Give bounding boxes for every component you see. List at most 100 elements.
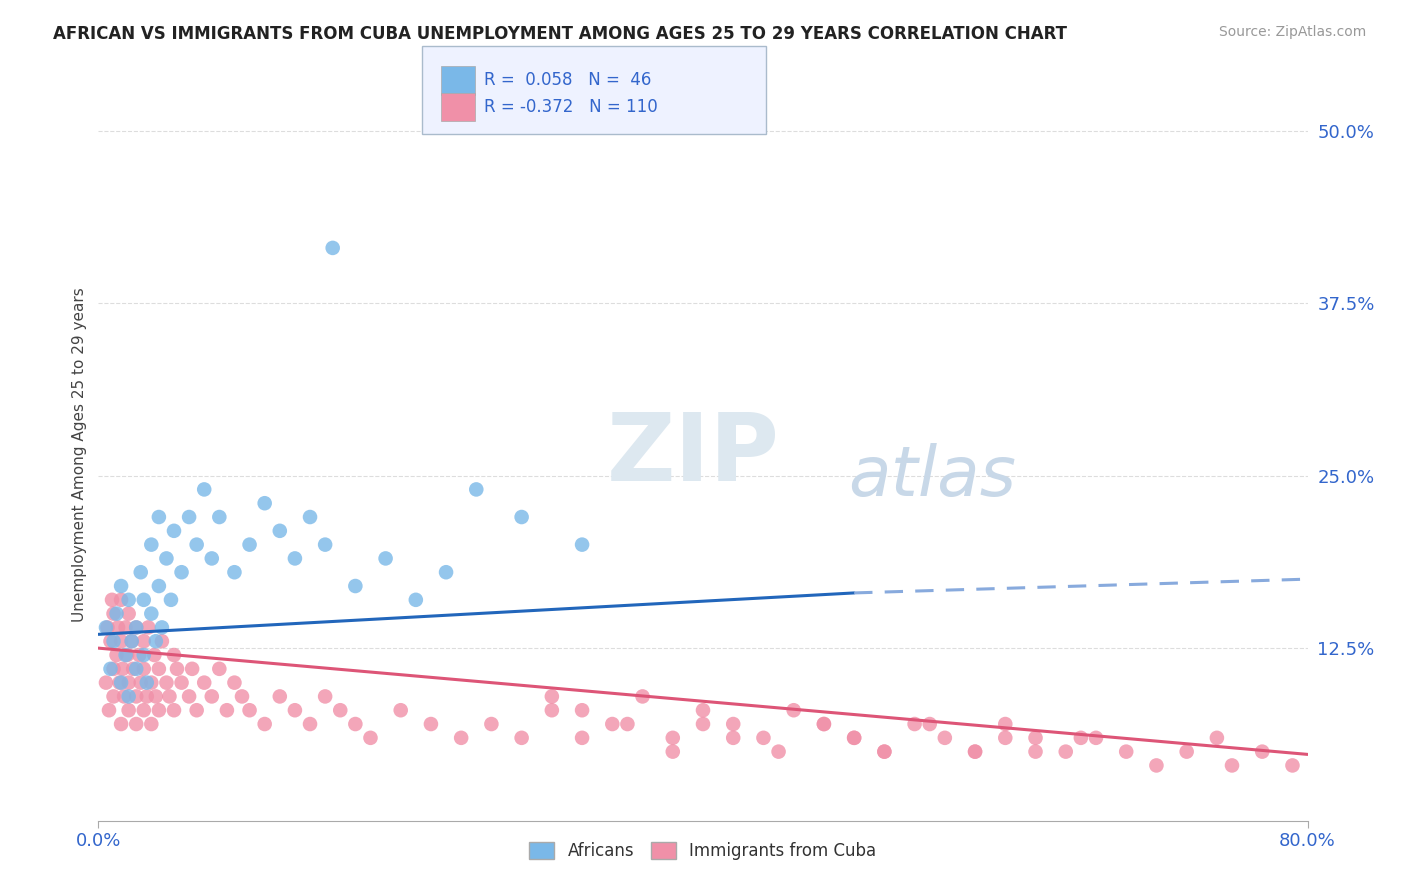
Point (661, 745, 683, 759)
Point (193, 483, 215, 497)
Point (181, 662, 204, 676)
Point (208, 510, 231, 524)
Point (150, 634, 173, 648)
Point (135, 675, 157, 690)
Point (374, 551, 396, 566)
Point (108, 675, 131, 690)
Point (186, 703, 208, 717)
Point (873, 745, 896, 759)
Point (132, 662, 155, 676)
Point (170, 566, 193, 580)
Point (141, 538, 163, 552)
Point (105, 648, 128, 662)
Point (118, 703, 141, 717)
Point (141, 675, 163, 690)
Point (239, 703, 262, 717)
Point (314, 690, 336, 704)
Point (170, 675, 193, 690)
Point (118, 675, 141, 690)
Point (631, 690, 654, 704)
Point (125, 717, 148, 731)
Point (299, 717, 322, 731)
Point (201, 690, 224, 704)
Point (904, 717, 927, 731)
Point (103, 607, 125, 621)
Point (1220, 758, 1243, 772)
Point (141, 717, 163, 731)
Point (163, 524, 186, 538)
Point (94, 675, 117, 690)
Point (481, 717, 503, 731)
Point (201, 551, 224, 566)
Point (132, 592, 155, 607)
Point (128, 648, 150, 662)
Point (1206, 731, 1229, 745)
Point (118, 607, 141, 621)
Point (105, 607, 128, 621)
Point (873, 745, 896, 759)
Point (143, 648, 166, 662)
Point (389, 703, 412, 717)
Point (405, 592, 427, 607)
Point (98, 703, 121, 717)
Y-axis label: Unemployment Among Ages 25 to 29 years: Unemployment Among Ages 25 to 29 years (72, 287, 87, 623)
Point (135, 690, 157, 704)
Point (118, 592, 141, 607)
Point (103, 690, 125, 704)
Point (163, 703, 186, 717)
Point (329, 703, 352, 717)
Point (125, 662, 148, 676)
Point (118, 690, 141, 704)
Point (768, 745, 790, 759)
Point (110, 675, 132, 690)
Point (284, 703, 307, 717)
Point (1281, 758, 1303, 772)
Point (602, 717, 624, 731)
Point (155, 551, 177, 566)
Point (155, 675, 177, 690)
Text: R = -0.372   N = 110: R = -0.372 N = 110 (484, 98, 658, 116)
Point (112, 690, 135, 704)
Point (1024, 731, 1046, 745)
Point (179, 510, 201, 524)
Point (253, 496, 276, 510)
Point (121, 634, 143, 648)
Point (918, 717, 941, 731)
Point (1251, 745, 1274, 759)
Text: ZIP: ZIP (606, 409, 779, 501)
Point (1070, 731, 1092, 745)
Point (107, 620, 129, 634)
Point (114, 648, 136, 662)
Text: Source: ZipAtlas.com: Source: ZipAtlas.com (1219, 25, 1367, 39)
Point (571, 731, 593, 745)
Point (1085, 731, 1108, 745)
Point (121, 634, 143, 648)
Point (129, 566, 152, 580)
Point (179, 690, 201, 704)
Point (193, 675, 215, 690)
Point (540, 703, 562, 717)
Point (965, 745, 987, 759)
Point (110, 592, 132, 607)
Point (122, 662, 145, 676)
Point (322, 241, 344, 255)
Point (752, 731, 775, 745)
Point (723, 731, 745, 745)
Point (994, 731, 1017, 745)
Point (299, 510, 322, 524)
Point (101, 592, 124, 607)
Point (360, 731, 382, 745)
Point (186, 538, 208, 552)
Point (783, 703, 806, 717)
Point (114, 620, 136, 634)
Point (510, 731, 533, 745)
Point (166, 662, 188, 676)
Point (145, 634, 167, 648)
Point (110, 579, 132, 593)
Point (160, 592, 183, 607)
Point (434, 566, 457, 580)
Point (132, 634, 155, 648)
Point (616, 717, 638, 731)
Point (844, 731, 866, 745)
Point (844, 731, 866, 745)
